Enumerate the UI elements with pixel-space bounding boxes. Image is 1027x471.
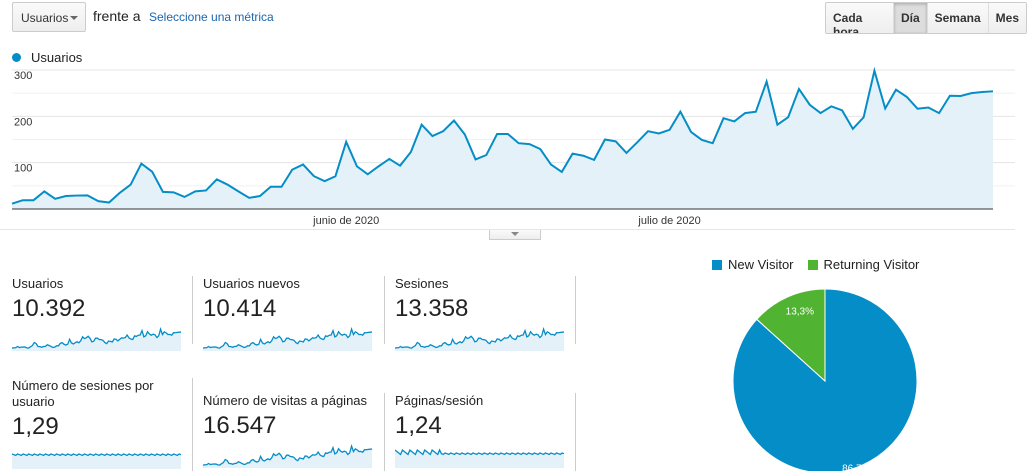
sparkline-line — [203, 327, 373, 349]
metric-dropdown-label: Usuarios — [21, 11, 69, 25]
granularity-toggle: Cada hora Día Semana Mes — [825, 2, 1027, 34]
chevron-down-icon — [511, 232, 519, 236]
metric-card[interactable]: Número de visitas a páginas 16.547 — [203, 393, 375, 468]
chart-legend: Usuarios — [12, 50, 82, 65]
metric-label: Páginas/sesión — [395, 393, 484, 408]
sparkline-area — [395, 329, 564, 351]
pie-slice-label: 13,3% — [786, 306, 814, 317]
versus-label: frente a — [93, 8, 141, 24]
sparkline — [12, 453, 182, 469]
granularity-day[interactable]: Día — [892, 3, 927, 33]
sparkline — [395, 327, 565, 351]
divider — [384, 393, 385, 471]
legend-label: Usuarios — [31, 50, 83, 65]
metric-value: 10.414 — [203, 295, 277, 322]
area-fill — [12, 70, 993, 209]
metric-label: Usuarios nuevos — [203, 276, 300, 291]
sparkline-area — [203, 446, 372, 468]
sparkline — [203, 327, 373, 351]
chevron-down-icon — [70, 16, 78, 20]
sparkline — [395, 448, 565, 468]
x-tick-label: julio de 2020 — [637, 215, 700, 227]
sparkline — [203, 444, 373, 468]
divider — [384, 276, 385, 344]
sparkline-area — [12, 329, 181, 351]
series-dot-icon — [12, 53, 21, 62]
metric-card[interactable]: Usuarios 10.392 — [12, 276, 184, 351]
metric-value: 16.547 — [203, 412, 277, 439]
sparkline-area — [12, 454, 181, 469]
collapse-chart-button[interactable] — [489, 230, 541, 240]
swatch-icon — [712, 260, 722, 270]
metric-label: Número de sesiones por usuario — [12, 378, 154, 409]
divider — [575, 276, 576, 344]
metric-label: Usuarios — [12, 276, 64, 291]
metric-card[interactable]: Usuarios nuevos 10.414 — [203, 276, 375, 351]
metric-value: 1,29 — [12, 413, 59, 440]
pie-legend: New Visitor Returning Visitor — [712, 257, 919, 272]
divider — [192, 378, 193, 471]
legend-returning-visitor[interactable]: Returning Visitor — [807, 257, 920, 272]
metric-card[interactable]: Número de sesiones por usuario 1,29 — [12, 378, 184, 469]
x-tick-label: junio de 2020 — [312, 215, 379, 227]
legend-new-visitor[interactable]: New Visitor — [712, 257, 794, 272]
pie-slice-returning — [756, 288, 826, 383]
legend-label: New Visitor — [728, 257, 794, 272]
metric-value: 10.392 — [12, 295, 86, 322]
swatch-icon — [807, 260, 818, 270]
sparkline-line — [395, 448, 565, 456]
series-line-usuarios — [11, 66, 994, 205]
metric-label: Número de visitas a páginas — [203, 393, 368, 408]
divider — [575, 393, 576, 471]
users-line-chart: 100 200 300 junio de 2020 julio de 2020 — [0, 66, 1015, 230]
metric-label: Sesiones — [395, 276, 449, 291]
pie-slice-label: 86,7% — [842, 463, 870, 471]
granularity-month[interactable]: Mes — [987, 3, 1026, 33]
metric-card[interactable]: Páginas/sesión 1,24 — [395, 393, 567, 468]
metric-value: 1,24 — [395, 412, 442, 439]
sparkline-line — [203, 444, 373, 466]
y-tick-label: 300 — [14, 70, 32, 82]
y-tick-label: 100 — [14, 163, 32, 175]
sparkline-area — [203, 329, 372, 351]
select-metric-link[interactable]: Seleccione una métrica — [149, 10, 274, 24]
sparkline-line — [12, 327, 182, 349]
y-tick-label: 200 — [14, 116, 32, 128]
granularity-hourly[interactable]: Cada hora — [826, 3, 893, 33]
legend-label: Returning Visitor — [823, 257, 920, 272]
metric-value: 13.358 — [395, 295, 469, 322]
metric-card[interactable]: Sesiones 13.358 — [395, 276, 567, 351]
divider — [192, 276, 193, 344]
sparkline-line — [12, 453, 182, 457]
visitor-type-pie-chart: 86,7% 13,3% — [732, 288, 918, 471]
sparkline-line — [395, 327, 565, 349]
granularity-week[interactable]: Semana — [926, 3, 988, 33]
sparkline — [12, 327, 182, 351]
metric-dropdown[interactable]: Usuarios — [12, 2, 86, 32]
